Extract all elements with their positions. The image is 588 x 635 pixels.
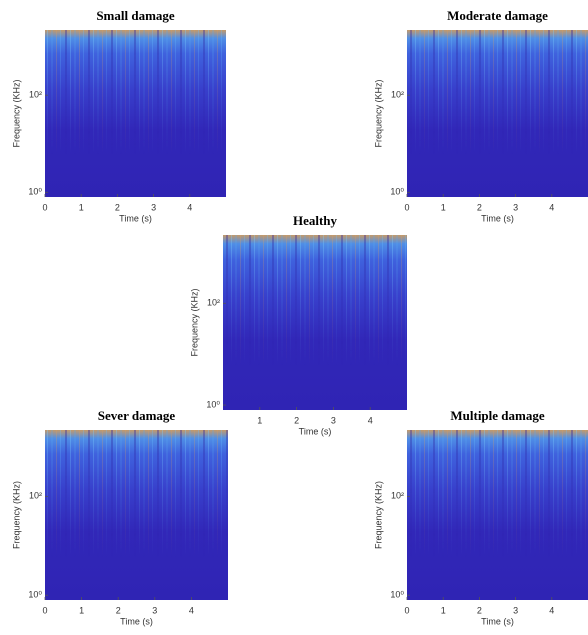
panel-title: Multiple damage (450, 408, 544, 423)
x-tick-label: 3 (152, 605, 157, 615)
panel-title: Sever damage (98, 408, 176, 423)
x-axis-label: Time (s) (299, 426, 332, 436)
x-tick-label: 1 (257, 415, 262, 425)
y-tick-label: 10² (391, 491, 404, 501)
x-tick-label: 3 (513, 605, 518, 615)
x-tick-label: 4 (189, 605, 194, 615)
y-tick-label: 10² (29, 90, 42, 100)
spectrogram-texture (45, 430, 228, 600)
y-tick-label: 10² (29, 491, 42, 501)
x-tick-label: 3 (331, 415, 336, 425)
panel: Multiple damage 0 1 2 3 4 10⁰ 10² Time (s) Freque… (373, 408, 588, 626)
y-axis-label: Frequency (KHz) (189, 288, 199, 356)
x-tick-label: 0 (42, 202, 47, 212)
y-axis-label: Frequency (KHz) (11, 481, 21, 549)
panel: Moderate damage 0 1 2 3 4 10⁰ 10² Time (s) Freque… (373, 8, 588, 223)
x-tick-label: 0 (404, 202, 409, 212)
y-axis-label: Frequency (KHz) (11, 79, 21, 147)
spectrogram-texture (407, 30, 588, 197)
x-tick-label: 2 (115, 202, 120, 212)
x-tick-label: 4 (187, 202, 192, 212)
panel: Small damage 0 1 2 3 4 10⁰ 10² Time (s) Frequency… (11, 8, 226, 223)
panel-title: Healthy (293, 213, 338, 228)
y-tick-label: 10⁰ (390, 590, 404, 600)
y-axis-label: Frequency (KHz) (373, 481, 383, 549)
y-tick-label: 10⁰ (28, 187, 42, 197)
x-tick-label: 4 (368, 415, 373, 425)
x-tick-label: 2 (294, 415, 299, 425)
spectrogram-texture (407, 430, 588, 600)
x-tick-label: 1 (79, 605, 84, 615)
x-tick-label: 4 (549, 202, 554, 212)
panel: Sever damage 0 1 2 3 4 10⁰ 10² Time (s) Frequency… (11, 408, 228, 626)
panel: Healthy 1 2 3 4 10⁰ 10² Time (s) Frequency (KHz) (189, 213, 407, 436)
panel-title: Small damage (96, 8, 175, 23)
x-axis-label: Time (s) (120, 616, 153, 626)
y-tick-label: 10² (391, 90, 404, 100)
x-tick-label: 2 (477, 605, 482, 615)
y-axis-label: Frequency (KHz) (373, 79, 383, 147)
x-tick-label: 1 (441, 202, 446, 212)
x-axis-label: Time (s) (481, 616, 514, 626)
x-tick-label: 2 (477, 202, 482, 212)
x-axis-label: Time (s) (481, 213, 514, 223)
x-axis-label: Time (s) (119, 213, 152, 223)
x-tick-label: 1 (441, 605, 446, 615)
x-tick-label: 1 (79, 202, 84, 212)
x-tick-label: 3 (513, 202, 518, 212)
x-tick-label: 2 (116, 605, 121, 615)
x-tick-label: 0 (404, 605, 409, 615)
x-tick-label: 0 (42, 605, 47, 615)
y-tick-label: 10⁰ (206, 399, 220, 409)
y-tick-label: 10⁰ (390, 187, 404, 197)
spectrogram-texture (223, 235, 407, 410)
y-tick-label: 10² (207, 298, 220, 308)
x-tick-label: 4 (549, 605, 554, 615)
panel-title: Moderate damage (447, 8, 548, 23)
spectrogram-texture (45, 30, 226, 197)
y-tick-label: 10⁰ (28, 590, 42, 600)
x-tick-label: 3 (151, 202, 156, 212)
